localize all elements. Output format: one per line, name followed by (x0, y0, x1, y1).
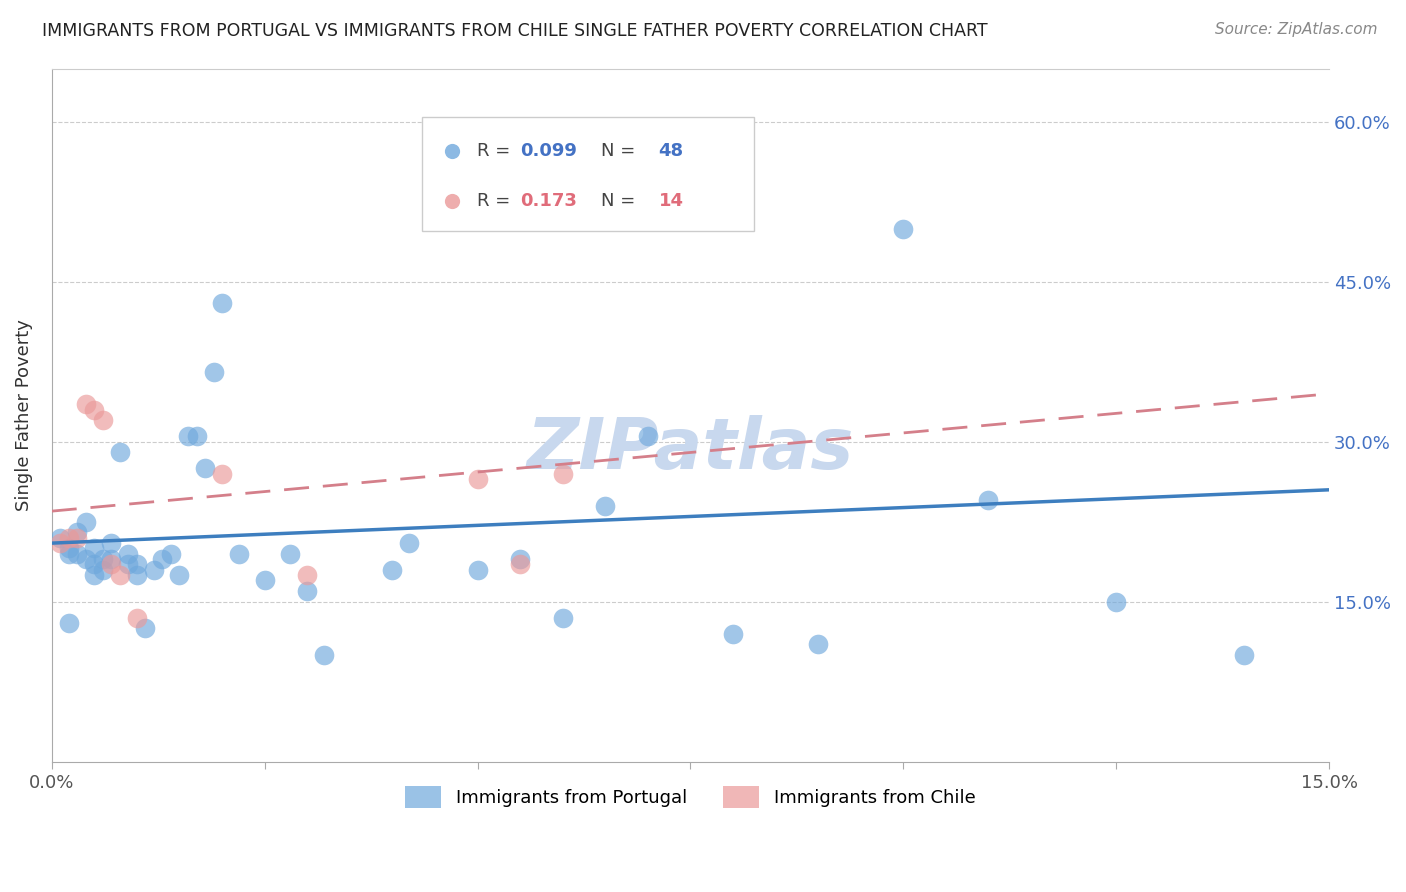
Text: 0.173: 0.173 (520, 192, 578, 211)
Point (75, 397, 97, 411)
Point (253, 574, 276, 588)
Point (721, 627, 744, 641)
Point (186, 429, 208, 443)
Point (125, 558, 148, 572)
Text: R =: R = (477, 142, 516, 160)
Point (100, 536, 122, 550)
Point (278, 547, 301, 561)
Point (91, 413, 114, 427)
Point (83, 558, 105, 572)
Text: IMMIGRANTS FROM PORTUGAL VS IMMIGRANTS FROM CHILE SINGLE FATHER POVERTY CORRELAT: IMMIGRANTS FROM PORTUGAL VS IMMIGRANTS F… (42, 22, 988, 40)
Point (891, 221, 914, 235)
Point (977, 493, 1000, 508)
Point (49, 531, 72, 545)
Point (295, 584, 318, 599)
Point (398, 536, 420, 550)
Point (66, 547, 89, 561)
Point (593, 499, 616, 513)
Legend: Immigrants from Portugal, Immigrants from Chile: Immigrants from Portugal, Immigrants fro… (398, 779, 983, 815)
FancyBboxPatch shape (422, 117, 754, 231)
Point (49, 536, 72, 550)
Text: N =: N = (600, 192, 641, 211)
Text: ZIPatlas: ZIPatlas (527, 416, 853, 484)
Point (100, 558, 122, 572)
Text: 14: 14 (658, 192, 683, 211)
Point (58, 547, 80, 561)
Point (125, 611, 148, 625)
Point (381, 563, 404, 577)
Text: 0.099: 0.099 (520, 142, 578, 160)
Point (807, 637, 830, 651)
Point (125, 568, 148, 582)
Point (83, 568, 105, 582)
Point (637, 429, 659, 443)
Point (117, 558, 139, 572)
Point (551, 467, 574, 481)
Point (83, 541, 105, 556)
Point (58, 616, 80, 631)
Point (211, 467, 233, 481)
Point (194, 461, 217, 475)
Point (75, 552, 97, 566)
Point (202, 366, 225, 380)
Point (75, 515, 97, 529)
Text: N =: N = (600, 142, 641, 160)
Point (1233, 648, 1256, 662)
Point (228, 547, 250, 561)
Point (91, 563, 114, 577)
Text: 48: 48 (658, 142, 683, 160)
Point (467, 563, 489, 577)
Point (551, 611, 574, 625)
Point (177, 429, 200, 443)
Point (100, 552, 122, 566)
Point (211, 296, 233, 310)
Point (108, 445, 131, 459)
Point (295, 568, 318, 582)
Point (509, 552, 531, 566)
Point (509, 558, 531, 572)
Text: Source: ZipAtlas.com: Source: ZipAtlas.com (1215, 22, 1378, 37)
Point (66, 525, 89, 540)
Point (152, 552, 174, 566)
Point (1105, 595, 1128, 609)
Point (160, 547, 183, 561)
Point (108, 568, 131, 582)
Point (117, 547, 139, 561)
Point (91, 552, 114, 566)
Point (134, 622, 156, 636)
Point (467, 472, 489, 486)
Point (83, 402, 105, 417)
Point (58, 541, 80, 556)
Point (169, 568, 191, 582)
Point (66, 531, 89, 545)
Point (142, 563, 165, 577)
Text: R =: R = (477, 192, 516, 211)
Point (58, 531, 80, 545)
Y-axis label: Single Father Poverty: Single Father Poverty (15, 319, 32, 511)
Point (314, 648, 336, 662)
